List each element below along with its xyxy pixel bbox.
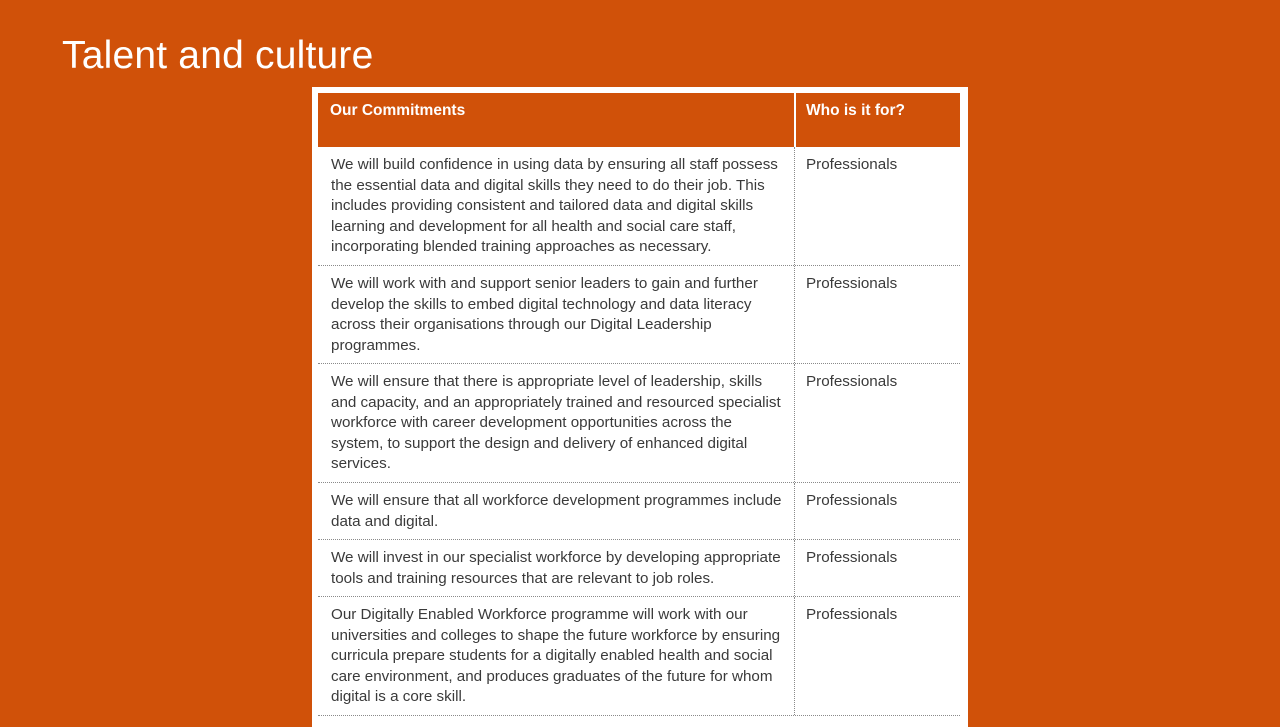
slide-title: Talent and culture xyxy=(62,34,374,77)
commitment-cell: We will build confidence in using data b… xyxy=(331,156,778,256)
audience-cell: Professionals xyxy=(794,147,960,265)
commitment-cell: We will ensure that all workforce develo… xyxy=(331,492,782,530)
table-row: We will ensure that all workforce develo… xyxy=(318,483,960,540)
table-row: We will invest in our specialist workfor… xyxy=(318,540,960,597)
audience-cell: Professionals xyxy=(794,266,960,363)
table-header-row: Our Commitments Who is it for? xyxy=(318,93,960,147)
header-who: Who is it for? xyxy=(794,93,960,147)
commitment-cell: We will invest in our specialist workfor… xyxy=(331,549,781,587)
audience-cell: Professionals xyxy=(794,540,960,596)
commitment-cell: We will ensure that there is appropriate… xyxy=(331,373,781,473)
audience-cell: Professionals xyxy=(794,364,960,482)
commitment-cell: Our Digitally Enabled Workforce programm… xyxy=(331,606,781,706)
commitments-table: Our Commitments Who is it for? We will b… xyxy=(312,87,968,727)
header-commitments: Our Commitments xyxy=(330,102,466,119)
table-row: We will ensure that there is appropriate… xyxy=(318,364,960,483)
audience-cell: Professionals xyxy=(794,597,960,715)
table-row: We will build confidence in using data b… xyxy=(318,147,960,266)
table-row: Our Digitally Enabled Workforce programm… xyxy=(318,597,960,716)
audience-cell: Professionals xyxy=(794,483,960,539)
commitment-cell: We will work with and support senior lea… xyxy=(331,275,758,354)
table-row: We will work with and support senior lea… xyxy=(318,266,960,364)
